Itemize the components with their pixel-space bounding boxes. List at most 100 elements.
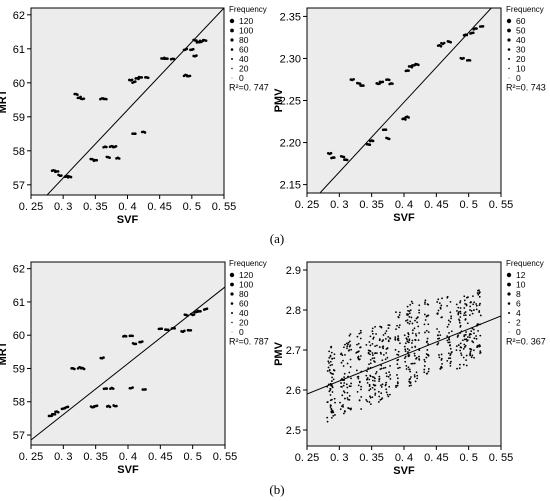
data-point (342, 155, 346, 159)
data-point (472, 295, 474, 297)
data-point (437, 309, 440, 312)
data-point (463, 295, 466, 298)
data-point (331, 363, 334, 366)
legend-marker (231, 331, 233, 333)
legend-marker (229, 272, 235, 278)
data-point (469, 348, 472, 350)
r-squared-label: R²=0. 743 (506, 83, 546, 93)
y-tick-label: 57 (13, 430, 25, 442)
data-point (341, 394, 344, 397)
data-point (360, 408, 363, 410)
data-point (404, 350, 407, 353)
fit-line (46, 8, 224, 195)
x-tick-label: 0. 55 (212, 201, 236, 213)
data-point (369, 362, 372, 365)
data-point (76, 93, 79, 97)
data-point (465, 33, 469, 37)
data-point (398, 324, 401, 327)
data-point (380, 392, 383, 395)
legend-marker (507, 292, 511, 296)
data-point (472, 328, 475, 331)
data-point (340, 361, 343, 364)
y-tick-label: 62 (13, 10, 25, 22)
data-point (385, 330, 388, 332)
data-point (326, 416, 329, 419)
data-point (479, 314, 482, 317)
y-tick-label: 59 (13, 112, 25, 124)
data-point (424, 303, 426, 305)
x-tick-label: 0. 3 (54, 201, 72, 213)
data-point (473, 301, 476, 304)
data-point (409, 381, 411, 384)
y-tick-label: 58 (13, 146, 25, 158)
caption-b: (b) (269, 482, 284, 497)
y-axis-label: PMV (273, 341, 285, 366)
data-point (418, 304, 421, 307)
data-point (424, 299, 427, 302)
data-point (457, 311, 460, 313)
data-point (395, 384, 397, 387)
data-point (366, 378, 368, 381)
data-point (397, 335, 400, 337)
data-point (349, 385, 352, 388)
data-point (418, 311, 421, 314)
data-point (355, 369, 358, 372)
data-point (449, 362, 452, 365)
data-point (345, 158, 349, 162)
data-point (114, 144, 118, 148)
data-point (166, 57, 169, 60)
data-point (143, 131, 147, 134)
data-point (411, 342, 413, 344)
x-tick-label: 0. 45 (147, 201, 171, 213)
data-point (404, 118, 407, 121)
data-point (378, 338, 381, 341)
data-point (326, 385, 329, 388)
x-tick-label: 0. 4 (395, 199, 413, 211)
legend-marker (231, 77, 233, 79)
plot-area (30, 7, 225, 196)
data-point (346, 362, 349, 365)
data-point (380, 384, 382, 387)
data-point (373, 380, 376, 382)
data-point (385, 375, 388, 378)
data-point (460, 346, 463, 349)
data-point (406, 352, 409, 355)
data-point (438, 354, 440, 356)
data-point (371, 330, 374, 333)
data-point (82, 97, 86, 100)
data-point (386, 347, 389, 350)
data-point (82, 367, 86, 371)
data-point (398, 366, 401, 369)
data-point (458, 321, 461, 324)
data-point (447, 341, 450, 344)
data-point (465, 338, 468, 341)
data-point (345, 383, 348, 386)
data-point (418, 347, 421, 350)
y-tick-label: 2.35 (280, 11, 301, 23)
data-point (465, 331, 467, 333)
data-point (359, 355, 362, 357)
data-point (448, 332, 450, 334)
data-point (478, 304, 481, 307)
legend-label: 120 (239, 270, 253, 280)
x-tick-label: 0. 25 (19, 451, 43, 463)
data-point (369, 395, 371, 398)
data-point (410, 376, 412, 378)
data-point (449, 357, 452, 360)
data-point (374, 372, 377, 375)
data-point (450, 330, 453, 333)
data-point (371, 375, 374, 378)
data-point (395, 328, 397, 331)
data-point (396, 381, 399, 384)
data-point (333, 353, 336, 356)
y-tick-label: 2.15 (280, 180, 301, 192)
data-point (334, 401, 336, 404)
data-point (332, 373, 334, 375)
y-tick-label: 58 (13, 397, 25, 409)
data-point (462, 356, 465, 359)
data-point (329, 394, 332, 396)
x-tick-label: 0. 35 (83, 451, 107, 463)
data-point (327, 366, 330, 369)
